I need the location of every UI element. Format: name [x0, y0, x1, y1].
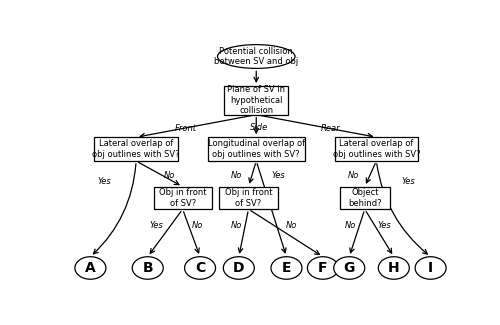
Ellipse shape — [308, 257, 338, 279]
Text: F: F — [318, 261, 328, 275]
FancyBboxPatch shape — [334, 137, 418, 161]
FancyBboxPatch shape — [220, 187, 278, 209]
Ellipse shape — [218, 45, 295, 68]
Text: Plane of SV in
hypothetical
collision: Plane of SV in hypothetical collision — [227, 85, 285, 115]
Text: Yes: Yes — [378, 221, 391, 230]
Text: G: G — [344, 261, 355, 275]
Text: Front: Front — [174, 124, 197, 133]
Text: Yes: Yes — [150, 221, 164, 230]
Text: C: C — [195, 261, 205, 275]
Text: Yes: Yes — [272, 171, 285, 180]
Text: No: No — [345, 221, 356, 230]
Text: No: No — [286, 221, 297, 230]
Ellipse shape — [184, 257, 216, 279]
Text: B: B — [142, 261, 153, 275]
Text: No: No — [164, 171, 175, 180]
Text: Potential collision
between SV and obj: Potential collision between SV and obj — [214, 47, 298, 66]
Ellipse shape — [132, 257, 163, 279]
Text: No: No — [231, 171, 242, 180]
FancyBboxPatch shape — [340, 187, 390, 209]
Text: Yes: Yes — [402, 177, 415, 186]
Text: Lateral overlap of
obj outlines with SV?: Lateral overlap of obj outlines with SV? — [332, 139, 420, 159]
Text: I: I — [428, 261, 433, 275]
FancyBboxPatch shape — [224, 86, 288, 115]
Text: No: No — [230, 221, 242, 230]
FancyBboxPatch shape — [208, 137, 304, 161]
Ellipse shape — [75, 257, 106, 279]
Text: Lateral overlap of
obj outlines with SV?: Lateral overlap of obj outlines with SV? — [92, 139, 180, 159]
Text: Rear: Rear — [321, 124, 340, 133]
Text: Yes: Yes — [98, 177, 111, 186]
Ellipse shape — [334, 257, 365, 279]
Text: Obj in front
of SV?: Obj in front of SV? — [159, 188, 206, 208]
FancyBboxPatch shape — [154, 187, 212, 209]
Text: A: A — [85, 261, 96, 275]
Ellipse shape — [271, 257, 302, 279]
Text: No: No — [192, 221, 203, 230]
Ellipse shape — [224, 257, 254, 279]
Text: No: No — [348, 171, 360, 180]
Text: Side: Side — [250, 123, 268, 132]
FancyBboxPatch shape — [94, 137, 178, 161]
Text: Longitudinal overlap of
obj outlines with SV?: Longitudinal overlap of obj outlines wit… — [208, 139, 305, 159]
Ellipse shape — [378, 257, 410, 279]
Text: H: H — [388, 261, 400, 275]
Text: E: E — [282, 261, 291, 275]
Text: D: D — [233, 261, 244, 275]
Ellipse shape — [415, 257, 446, 279]
Text: Obj in front
of SV?: Obj in front of SV? — [225, 188, 272, 208]
Text: Object
behind?: Object behind? — [348, 188, 382, 208]
